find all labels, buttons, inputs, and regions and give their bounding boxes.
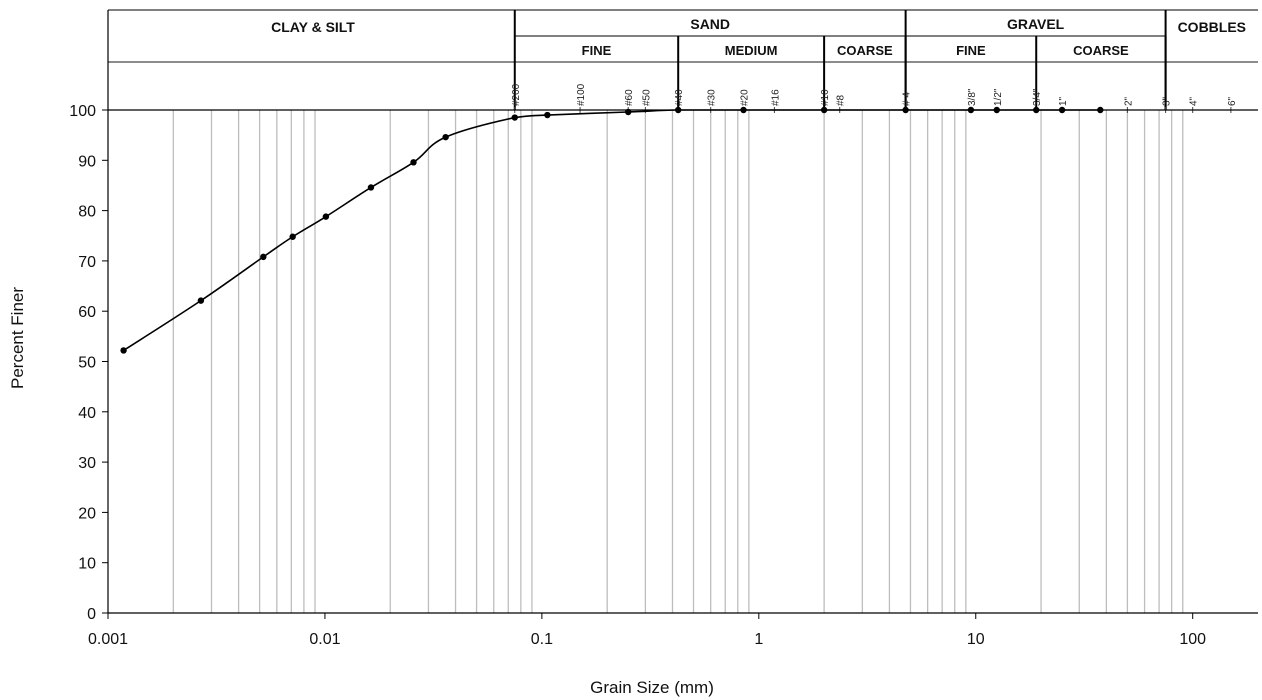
axes: 0 10 20 30 40 50 60 70 80 90 100 0.001 0.01 0.1 1 10 100: [69, 10, 1258, 648]
sieve-label: 2": [1123, 96, 1134, 106]
x-tick-label: 100: [1179, 631, 1206, 648]
data-point: [1058, 106, 1066, 114]
data-point: [410, 159, 417, 166]
subcategory-label: COARSE: [1073, 43, 1129, 58]
y-tick-label: 30: [78, 455, 96, 472]
sieve-label: #200: [511, 83, 522, 106]
data-point: [120, 347, 127, 354]
gradation-curve: [120, 106, 1104, 354]
data-point: [511, 114, 518, 121]
data-point: [197, 297, 205, 304]
sieve-label: 6": [1227, 96, 1238, 106]
y-tick-label: 70: [78, 254, 96, 271]
sieve-label: 3/4": [1032, 88, 1043, 106]
sieve-label: #100: [576, 83, 587, 106]
data-point: [260, 253, 267, 261]
vertical-grid: [172, 110, 1184, 613]
data-point: [902, 106, 909, 114]
data-point: [1033, 106, 1040, 114]
sieve-label: 1": [1058, 96, 1069, 106]
sieve-label: #16: [770, 89, 781, 106]
data-point: [322, 213, 330, 220]
y-tick-label: 60: [78, 304, 96, 321]
sieve-label: 3": [1162, 96, 1173, 106]
sieve-label: 1/2": [993, 88, 1004, 106]
x-tick-label: 1: [754, 631, 763, 648]
sieve-label: #10: [820, 89, 831, 106]
data-point: [367, 184, 375, 191]
data-point: [442, 133, 449, 141]
x-tick-label: 0.01: [309, 631, 340, 648]
x-axis-title: Grain Size (mm): [590, 678, 714, 697]
sieve-label: #30: [707, 89, 718, 106]
sieve-label: # 4: [902, 92, 913, 106]
sieve-label: #40: [674, 89, 685, 106]
x-tick-label: 10: [967, 631, 985, 648]
sieve-label: #20: [740, 89, 751, 106]
category-label: GRAVEL: [1007, 16, 1065, 32]
sieve-label: #60: [624, 89, 635, 106]
data-point: [289, 233, 296, 240]
y-tick-label: 20: [78, 505, 96, 522]
data-point: [544, 111, 551, 119]
y-tick-label: 0: [87, 606, 96, 623]
y-tick-label: 90: [78, 153, 96, 170]
sieve-label: 4": [1189, 96, 1200, 106]
data-point: [675, 106, 682, 114]
subcategory-label: MEDIUM: [725, 43, 778, 58]
gradation-line: [123, 109, 1101, 352]
y-tick-label: 80: [78, 204, 96, 221]
data-point: [820, 106, 828, 114]
data-point: [993, 106, 1000, 114]
subcategory-label: FINE: [582, 43, 612, 58]
data-point: [740, 106, 747, 114]
y-axis-title: Percent Finer: [8, 287, 27, 389]
sieve-label: #50: [641, 89, 652, 106]
data-point: [967, 106, 975, 114]
subcategory-label: COARSE: [837, 43, 893, 58]
y-tick-label: 100: [69, 103, 96, 120]
x-tick-label: 0.001: [88, 631, 128, 648]
classification-header: CLAY & SILT SAND GRAVEL COBBLES FINE MEDIUM CO…: [108, 9, 1258, 110]
category-label: COBBLES: [1178, 19, 1246, 35]
y-tick-label: 50: [78, 355, 96, 372]
y-tick-label: 40: [78, 405, 96, 422]
sieve-label: 3/8": [967, 88, 978, 106]
x-tick-label: 0.1: [531, 631, 553, 648]
data-point: [1097, 106, 1104, 114]
data-point: [625, 108, 632, 116]
category-label: SAND: [690, 16, 730, 32]
sieve-labels: #200 #100 #60 #50 #40 #30 #20 #16 #10 #8 # 4 3/8" 1/…: [511, 83, 1238, 113]
y-tick-label: 10: [78, 556, 96, 573]
subcategory-label: FINE: [956, 43, 986, 58]
category-label: CLAY & SILT: [271, 19, 355, 35]
sieve-label: #8: [836, 94, 847, 106]
